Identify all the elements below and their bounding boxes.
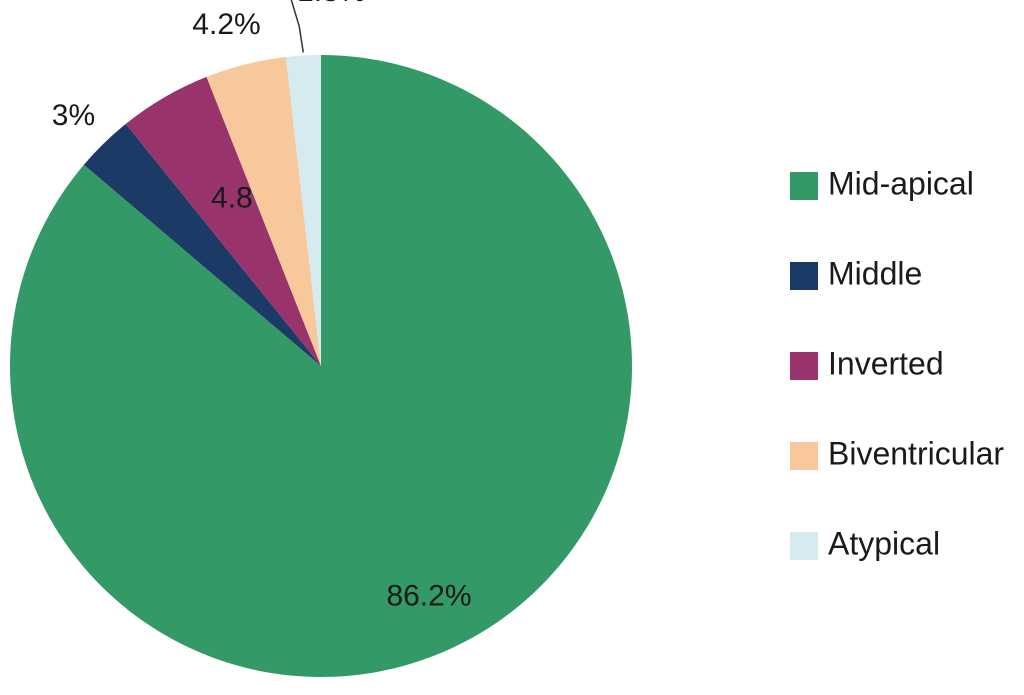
slice-label-biventricular: 4.2% [192,8,260,41]
legend: Mid-apical Middle Inverted Biventricular Aty… [790,165,1004,561]
legend-swatch-atypical [790,532,818,560]
pie-slice-inverted [125,76,321,367]
slice-label-mid-apical: 86.2% [386,580,471,613]
legend-swatch-biventricular [790,442,818,470]
pie-slice-atypical [285,55,321,366]
legend-label-middle: Middle [828,255,922,291]
slice-label-middle: 3% [52,99,95,132]
leader-line-atypical [290,0,304,53]
pie-slice-biventricular [206,56,321,367]
legend-label-mid-apical: Mid-apical [828,165,974,201]
pie-slice-labels: 86.2% 3% 4.8 4.2% 1.8% [52,0,472,613]
pie-slices [10,55,633,677]
slice-label-inverted: 4.8 [211,181,253,214]
legend-swatch-inverted [790,352,818,380]
legend-swatch-mid-apical [790,172,818,200]
legend-label-atypical: Atypical [828,525,940,561]
pie-slice-middle [83,123,322,366]
slice-label-atypical: 1.8% [297,0,365,8]
legend-swatch-middle [790,262,818,290]
legend-label-biventricular: Biventricular [828,435,1004,471]
legend-label-inverted: Inverted [828,345,944,381]
